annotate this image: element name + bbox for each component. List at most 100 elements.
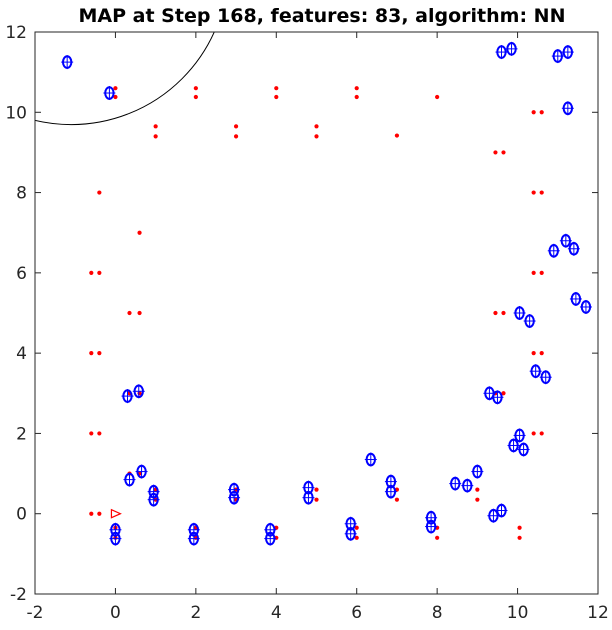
x-tick-label: 4	[271, 603, 282, 623]
landmark-point	[89, 270, 94, 275]
x-tick-label: 10	[507, 603, 529, 623]
landmark-point	[137, 310, 142, 316]
estimate-marker	[449, 476, 462, 491]
landmark-point	[89, 431, 94, 436]
y-tick-label: 0	[16, 505, 27, 525]
landmark-point	[539, 351, 544, 356]
x-tick-label: 0	[110, 603, 121, 623]
landmark-point	[233, 134, 239, 139]
estimate-marker	[547, 243, 560, 258]
landmark-point	[97, 270, 102, 275]
landmark-point	[97, 511, 102, 516]
chart-title: MAP at Step 168, features: 83, algorithm…	[79, 5, 566, 27]
estimate-marker	[561, 101, 574, 116]
landmark-point	[193, 86, 198, 91]
y-tick-label: 10	[5, 103, 27, 123]
estimate-marker	[529, 364, 542, 379]
estimate-marker	[302, 490, 315, 505]
landmark-point	[153, 124, 158, 129]
landmark-point	[394, 133, 400, 138]
estimate-marker	[132, 384, 145, 399]
landmark-point	[475, 497, 480, 502]
landmark-point	[89, 351, 94, 356]
estimate-layer	[61, 41, 592, 546]
estimate-marker	[103, 86, 116, 101]
estimate-marker	[425, 519, 438, 534]
landmark-point	[314, 487, 319, 492]
estimate-marker	[61, 55, 74, 70]
landmark-point	[493, 310, 498, 316]
estimate-marker	[523, 314, 536, 329]
estimate-marker	[579, 299, 592, 314]
landmark-point	[435, 94, 440, 100]
y-tick-label: 12	[5, 23, 27, 43]
landmark-point	[97, 190, 102, 195]
estimate-marker	[513, 306, 526, 320]
landmark-point	[354, 86, 359, 91]
landmark-point	[531, 351, 536, 356]
estimate-marker	[487, 508, 500, 523]
y-tick-label: -2	[10, 585, 27, 605]
landmark-point	[354, 525, 359, 530]
landmark-point	[475, 487, 480, 492]
landmark-point	[314, 497, 319, 502]
estimate-marker	[539, 370, 552, 385]
estimate-marker	[495, 45, 508, 60]
estimate-marker	[123, 472, 136, 487]
estimate-marker	[495, 503, 508, 518]
landmark-point	[127, 310, 132, 316]
estimate-marker	[135, 464, 148, 479]
estimate-marker	[561, 45, 574, 60]
estimate-marker	[559, 233, 572, 248]
estimate-marker	[471, 464, 484, 479]
landmark-point	[501, 150, 506, 155]
landmark-point	[193, 94, 198, 100]
landmark-point	[354, 535, 359, 540]
landmark-point	[394, 497, 400, 502]
estimate-marker	[513, 428, 526, 443]
landmark-point	[314, 134, 319, 139]
landmark-point	[539, 431, 544, 436]
y-tick-label: 4	[16, 344, 27, 364]
y-tick-label: 2	[16, 424, 27, 444]
landmark-point	[501, 391, 506, 396]
landmark-point	[89, 511, 94, 516]
plot-frame	[34, 31, 599, 595]
plot-area	[35, 32, 598, 594]
sensor-range-circle	[35, 32, 215, 126]
x-tick-label: -2	[27, 603, 44, 623]
estimate-marker	[121, 389, 134, 404]
landmark-point	[274, 86, 279, 91]
landmark-point	[354, 94, 359, 100]
landmark-point	[517, 525, 522, 530]
landmark-point	[233, 124, 239, 129]
landmark-point	[137, 230, 142, 235]
estimate-marker	[569, 291, 582, 306]
landmark-point	[97, 351, 102, 356]
x-tick-label: 2	[190, 603, 201, 623]
landmark-point	[531, 431, 536, 436]
landmark-point	[97, 431, 102, 436]
estimate-marker	[264, 531, 277, 546]
landmark-point	[531, 190, 536, 195]
y-tick-label: 6	[16, 264, 27, 284]
y-tick-label: 8	[16, 184, 27, 204]
estimate-marker	[384, 484, 397, 499]
estimate-marker	[567, 241, 580, 256]
landmark-point	[314, 124, 319, 129]
estimate-marker	[507, 438, 520, 453]
estimate-marker	[364, 452, 377, 467]
landmark-point	[531, 270, 536, 275]
landmark-point	[274, 94, 279, 100]
sensor-range-layer	[35, 32, 215, 126]
x-tick-label: 6	[351, 603, 362, 623]
estimate-marker	[461, 478, 474, 493]
estimate-marker	[109, 531, 122, 546]
estimate-marker	[228, 490, 241, 505]
landmark-point	[517, 535, 522, 540]
estimate-marker	[551, 49, 564, 64]
estimate-marker	[505, 41, 518, 56]
robot-layer	[110, 508, 122, 519]
landmark-point	[153, 134, 158, 139]
